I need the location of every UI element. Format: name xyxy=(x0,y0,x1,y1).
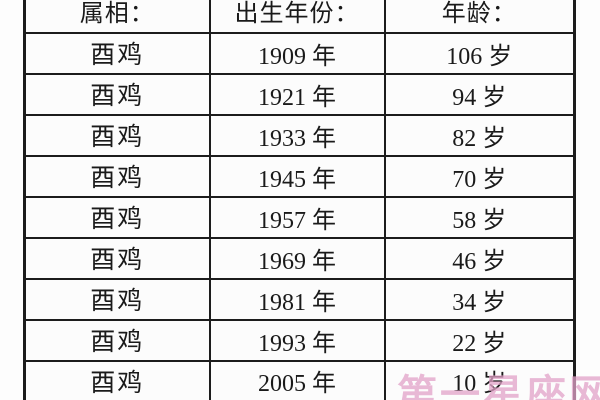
header-zodiac: 属相： xyxy=(23,0,211,34)
age-cell: 46 岁 xyxy=(383,236,576,280)
age-cell: 106 岁 xyxy=(383,31,576,75)
table-row: 酉鸡 1993 年 22 岁 xyxy=(23,318,576,362)
age-cell: 82 岁 xyxy=(383,113,576,157)
zodiac-cell: 酉鸡 xyxy=(23,277,211,321)
table-row: 酉鸡 1945 年 70 岁 xyxy=(23,154,576,198)
age-cell: 70 岁 xyxy=(383,154,576,198)
year-cell: 1945 年 xyxy=(208,154,386,198)
year-cell: 1921 年 xyxy=(208,72,386,116)
age-cell: 58 岁 xyxy=(383,195,576,239)
table-row: 酉鸡 1981 年 34 岁 xyxy=(23,277,576,321)
zodiac-cell: 酉鸡 xyxy=(23,72,211,116)
zodiac-cell: 酉鸡 xyxy=(23,113,211,157)
year-cell: 1909 年 xyxy=(208,31,386,75)
table-row: 酉鸡 1957 年 58 岁 xyxy=(23,195,576,239)
zodiac-cell: 酉鸡 xyxy=(23,31,211,75)
zodiac-cell: 酉鸡 xyxy=(23,318,211,362)
table-row: 酉鸡 1921 年 94 岁 xyxy=(23,72,576,116)
zodiac-age-table: 属相： 出生年份： 年龄： 酉鸡 1909 年 106 岁 酉鸡 1921 年 … xyxy=(23,0,576,400)
year-cell: 1969 年 xyxy=(208,236,386,280)
year-cell: 1933 年 xyxy=(208,113,386,157)
table-row: 酉鸡 1969 年 46 岁 xyxy=(23,236,576,280)
table-row: 酉鸡 2005 年 10 岁 xyxy=(23,359,576,400)
age-cell: 94 岁 xyxy=(383,72,576,116)
year-cell: 2005 年 xyxy=(208,359,386,400)
header-age: 年龄： xyxy=(383,0,576,34)
table-row: 酉鸡 1933 年 82 岁 xyxy=(23,113,576,157)
year-cell: 1993 年 xyxy=(208,318,386,362)
age-cell: 10 岁 xyxy=(383,359,576,400)
zodiac-cell: 酉鸡 xyxy=(23,359,211,400)
zodiac-cell: 酉鸡 xyxy=(23,154,211,198)
age-cell: 34 岁 xyxy=(383,277,576,321)
zodiac-cell: 酉鸡 xyxy=(23,236,211,280)
year-cell: 1981 年 xyxy=(208,277,386,321)
table-row: 酉鸡 1909 年 106 岁 xyxy=(23,31,576,75)
header-birth-year: 出生年份： xyxy=(208,0,386,34)
zodiac-cell: 酉鸡 xyxy=(23,195,211,239)
year-cell: 1957 年 xyxy=(208,195,386,239)
header-row: 属相： 出生年份： 年龄： xyxy=(23,0,576,34)
age-cell: 22 岁 xyxy=(383,318,576,362)
